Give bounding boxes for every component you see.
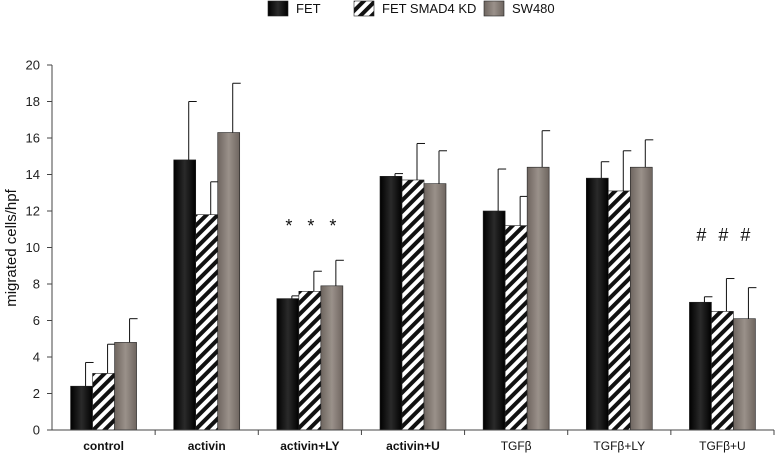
x-tick-label: activin+LY <box>280 439 339 453</box>
y-tick-label: 4 <box>33 350 40 365</box>
bar-fet <box>689 301 712 431</box>
y-axis-label: migrated cells/hpf <box>3 188 20 306</box>
legend-label: FET <box>296 1 321 16</box>
y-tick-label: 10 <box>26 240 40 255</box>
bar-fet-smad4-kd <box>607 190 631 431</box>
bar-fet-smad4-kd <box>195 214 219 431</box>
x-tick-label: activin+U <box>386 439 440 453</box>
significance-mark: # <box>718 225 728 245</box>
x-tick-label: TGFβ <box>501 439 532 453</box>
bar-fet-smad4-kd <box>401 179 425 431</box>
y-tick-label: 0 <box>33 423 40 438</box>
bar-fet-smad4-kd <box>711 311 734 431</box>
axes <box>47 64 775 435</box>
bar-sw480 <box>217 132 241 431</box>
bar-sw480 <box>423 183 447 431</box>
bar-fet <box>276 298 300 431</box>
legend-label: FET SMAD4 KD <box>382 1 476 16</box>
bar-sw480 <box>733 318 756 431</box>
bars-group <box>70 82 757 431</box>
y-tick-label: 16 <box>26 131 40 146</box>
significance-mark: * <box>307 216 314 236</box>
bar-fet-smad4-kd <box>504 225 528 431</box>
legend: FET FET SMAD4 KD SW480 <box>267 0 555 17</box>
bar-sw480 <box>320 285 344 431</box>
bar-sw480 <box>114 342 137 431</box>
legend-swatch <box>267 0 289 17</box>
y-tick-label: 14 <box>26 167 40 182</box>
bar-fet-smad4-kd <box>92 373 115 431</box>
bar-sw480 <box>526 166 550 431</box>
significance-mark: * <box>329 216 336 236</box>
x-tick-label: TGFβ+U <box>699 439 746 453</box>
bar-fet <box>585 177 609 431</box>
legend-swatch <box>483 0 505 17</box>
x-tick-label: control <box>83 439 124 453</box>
legend-swatch <box>353 0 375 17</box>
bar-sw480 <box>629 166 653 431</box>
y-tick-label: 18 <box>26 94 40 109</box>
y-tick-label: 8 <box>33 277 40 292</box>
bar-fet <box>379 176 403 431</box>
bar-fet-smad4-kd <box>298 290 322 431</box>
y-tick-label: 2 <box>33 386 40 401</box>
y-tick-label: 12 <box>26 204 40 219</box>
bar-fet <box>173 159 197 431</box>
bar-fet <box>70 385 93 431</box>
significance-mark: # <box>740 225 750 245</box>
y-tick-label: 6 <box>33 313 40 328</box>
legend-label: SW480 <box>512 1 555 16</box>
x-tick-label: activin <box>188 439 226 453</box>
bar-fet <box>482 210 506 431</box>
significance-mark: # <box>696 225 706 245</box>
significance-mark: * <box>285 216 292 236</box>
x-tick-label: TGFβ+LY <box>593 439 645 453</box>
y-tick-label: 20 <box>26 58 40 73</box>
